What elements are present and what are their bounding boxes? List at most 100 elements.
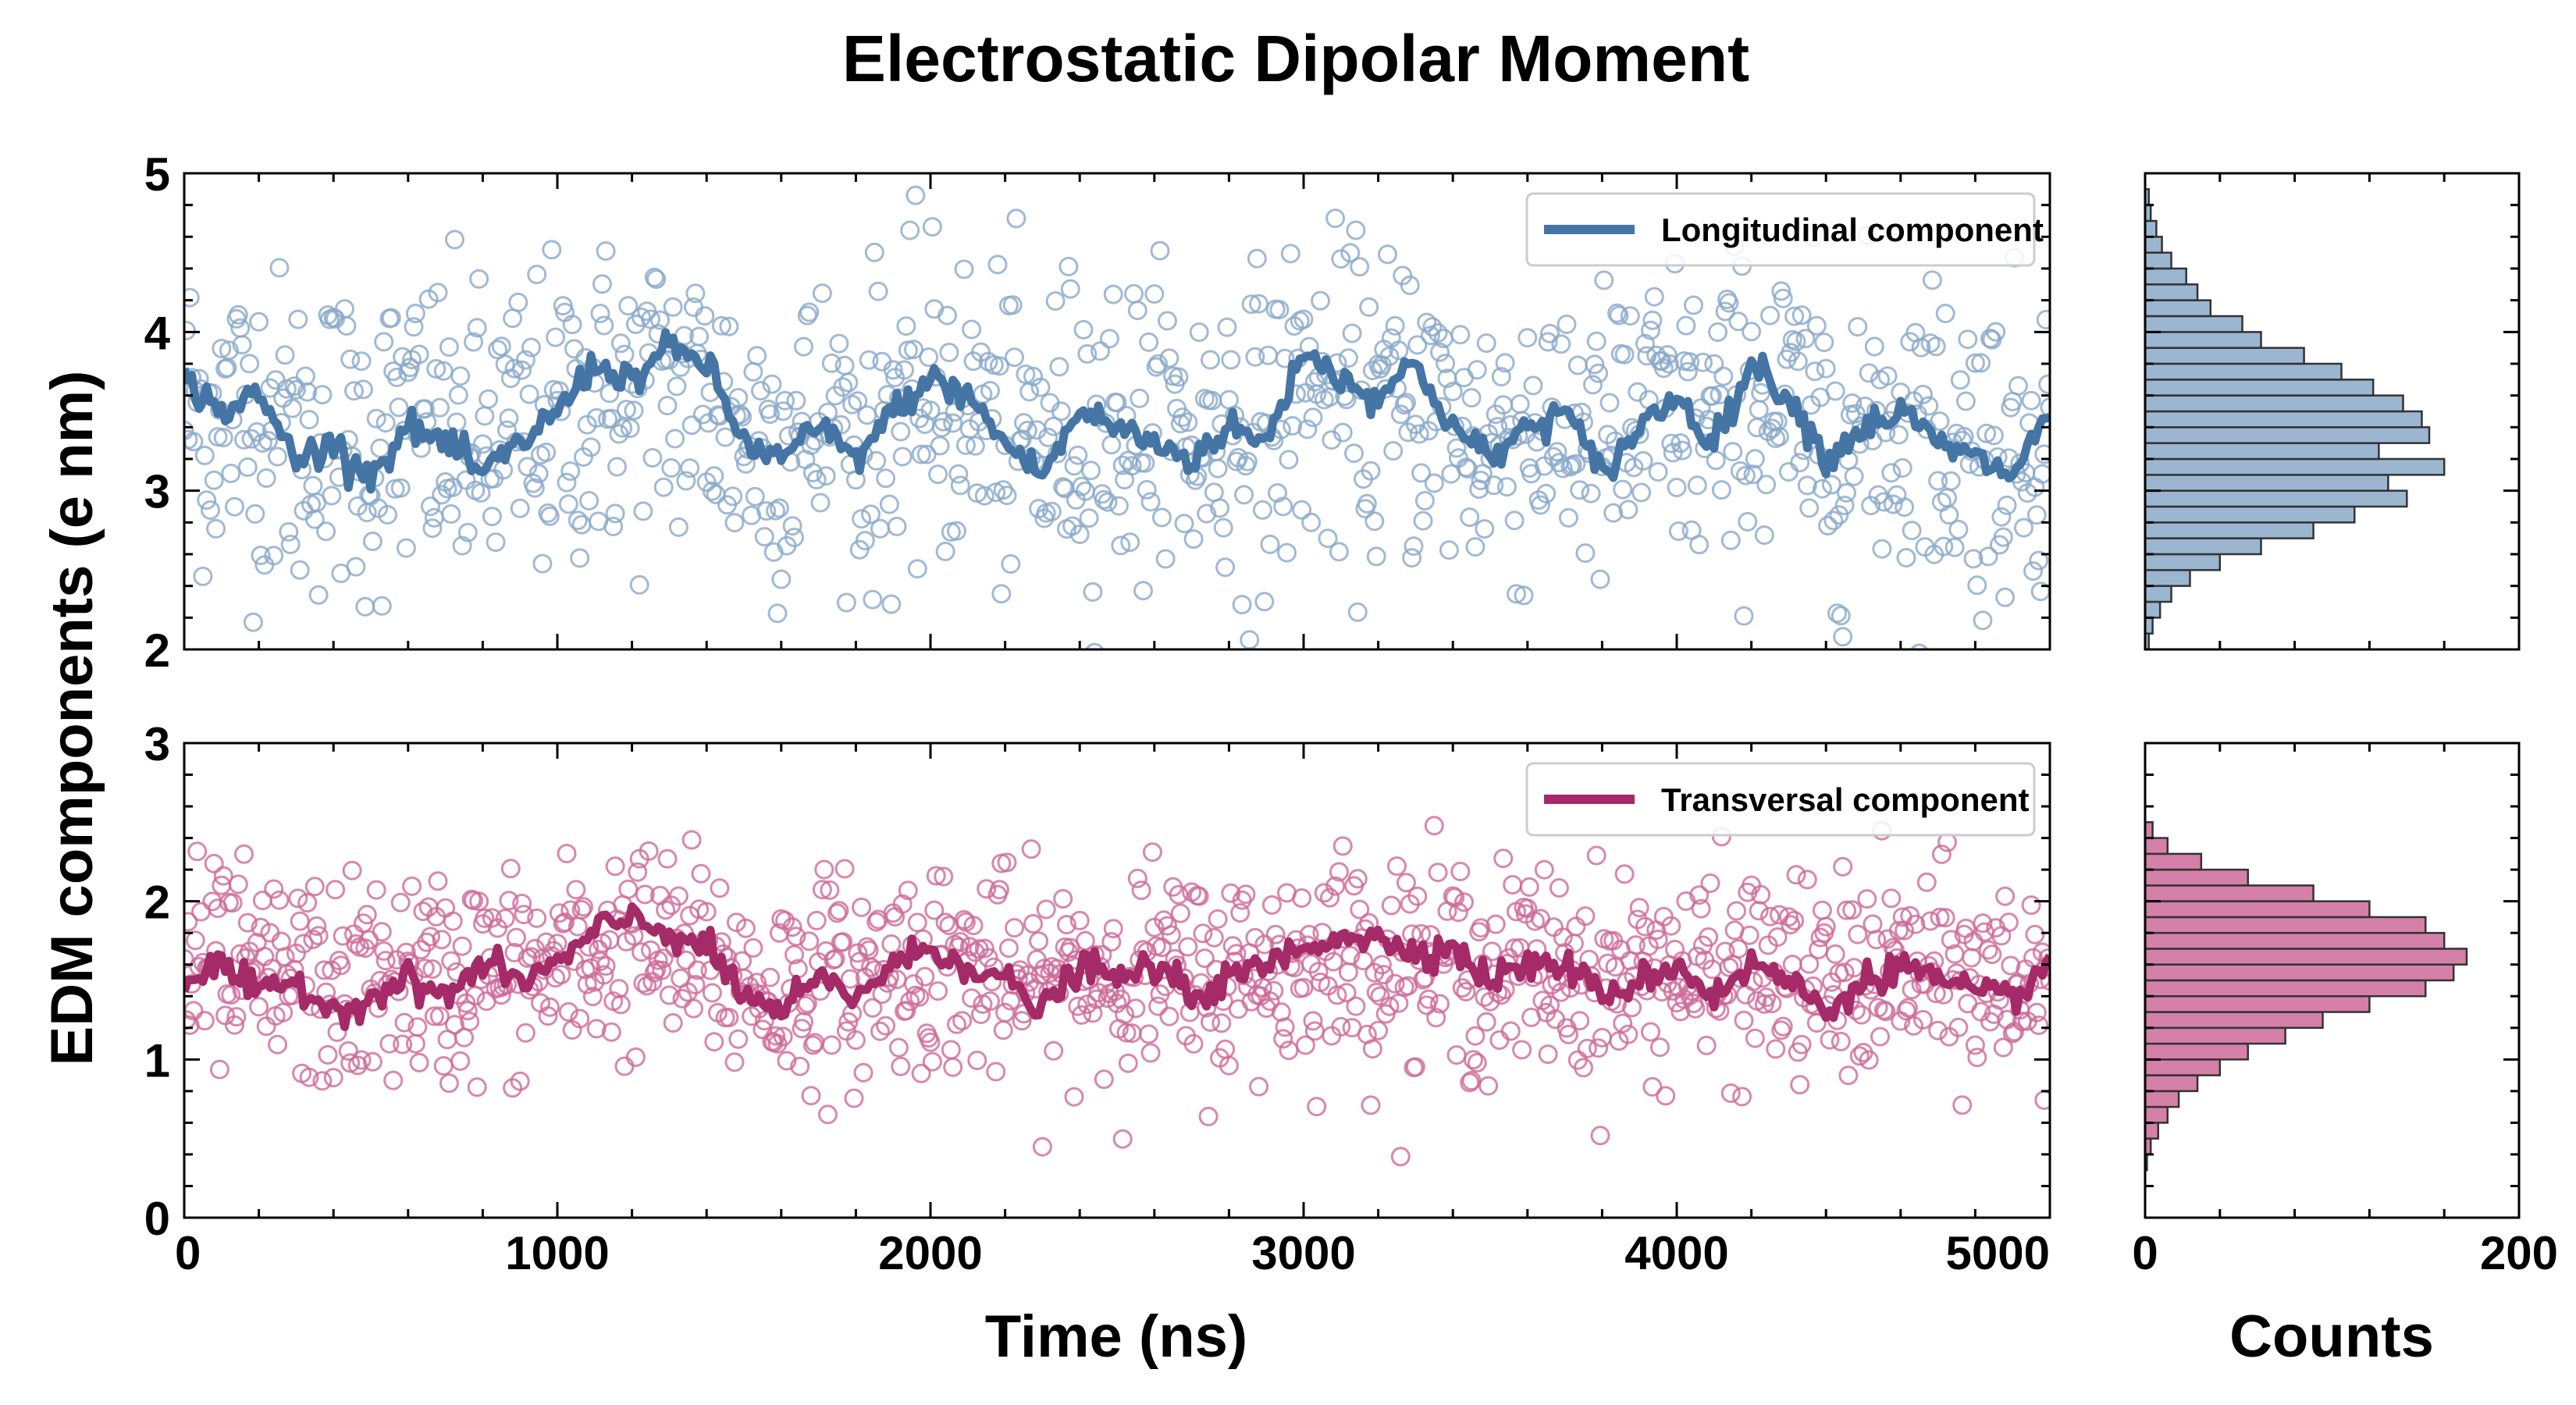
transversal-scatter-point [633,973,653,993]
transversal-scatter-point [1756,987,1777,1008]
longitudinal-scatter-point [756,501,777,521]
longitudinal-scatter-point [911,444,931,464]
transversal-hist-bar [2144,868,2249,887]
transversal-scatter-point [187,841,208,862]
longitudinal-scatter-point [503,308,523,329]
longitudinal-scatter-point [948,464,969,484]
transversal-scatter-point [967,1051,987,1070]
transversal-scatter-point [995,1002,1016,1023]
transversal-scatter-point [221,985,241,1005]
transversal-scatter-point [366,880,386,900]
longitudinal-scatter-point [1146,357,1166,377]
longitudinal-scatter-point [1570,480,1590,500]
transversal-scatter-point [962,988,982,1008]
longitudinal-hist-bar [2144,299,2212,318]
transversal-scatter-point [331,955,351,976]
transversal-scatter-point [1055,937,1075,957]
longitudinal-scatter-point [1332,422,1353,443]
longitudinal-scatter-point [1280,244,1300,264]
transversal-scatter-point [1254,934,1275,955]
longitudinal-hist-bar [2144,379,2375,397]
longitudinal-scatter-point [1346,220,1366,240]
longitudinal-y-tick-label: 4 [144,307,171,359]
longitudinal-scatter-point [1829,505,1849,525]
transversal-scatter-point [1265,924,1286,944]
longitudinal-scatter-point [184,421,194,440]
transversal-scatter-point [950,932,970,951]
transversal-scatter-point [795,996,816,1016]
transversal-scatter-point [1103,919,1123,939]
longitudinal-hist-frame [2144,172,2521,651]
longitudinal-scatter-point [1484,475,1504,496]
transversal-scatter-point [2029,1016,2049,1035]
transversal-scatter-point [685,975,706,994]
transversal-hist-bar [2144,948,2468,966]
longitudinal-scatter-point [1825,381,1845,401]
transversal-scatter-point [691,863,711,884]
longitudinal-hist-bar [2144,394,2404,413]
longitudinal-scatter-point [1842,393,1863,413]
transversal-scatter-point [557,844,577,863]
longitudinal-scatter-point [861,504,881,525]
longitudinal-scatter-point [375,413,396,433]
longitudinal-scatter-point [857,405,877,425]
transversal-scatter-point [539,997,560,1017]
transversal-scatter-point [652,960,672,980]
transversal-scatter-point [743,937,763,958]
transversal-scatter-point [1575,906,1596,927]
transversal-scatter-point [1799,954,1820,974]
transversal-scatter-point [475,908,495,928]
longitudinal-hist-bar [2144,251,2172,270]
longitudinal-scatter-point [1006,208,1026,229]
longitudinal-scatter-point [1814,333,1834,353]
longitudinal-scatter-point [546,327,566,347]
longitudinal-scatter-point [1044,416,1064,436]
transversal-scatter-point [1370,986,1390,1006]
transversal-scatter-point [696,902,717,922]
longitudinal-scatter-point [290,560,310,580]
transversal-scatter-point [1849,1046,1870,1066]
transversal-scatter-point [402,876,422,896]
transversal-hist-bar [2144,1122,2160,1140]
transversal-scatter-point [1648,930,1668,949]
transversal-scatter-point [1397,873,1416,893]
longitudinal-scatter-point [2029,550,2049,571]
longitudinal-hist-bar [2144,362,2343,381]
transversal-scatter-point [294,934,314,954]
transversal-scatter-point [495,909,515,929]
transversal-scatter-point [1928,1020,1948,1040]
longitudinal-scatter-point [1667,478,1687,497]
longitudinal-scatter-point [1467,360,1487,380]
transversal-scatter-point [1820,1030,1840,1050]
longitudinal-scatter-point [1069,525,1090,544]
transversal-scatter-point [639,841,659,861]
longitudinal-scatter-point [1680,352,1700,372]
transversal-scatter-point [1379,996,1400,1016]
transversal-scatter-point [1115,1004,1135,1024]
longitudinal-scatter-point [1531,495,1550,515]
longitudinal-scatter-point [1150,240,1170,261]
longitudinal-scatter-point [1436,354,1456,374]
longitudinal-scatter-point [295,366,315,386]
transversal-scatter-point [264,879,284,899]
transversal-scatter-point [1931,845,1952,864]
longitudinal-scatter-point [695,306,715,326]
transversal-scatter-point [413,902,433,922]
transversal-hist-bar [2144,1058,2222,1076]
longitudinal-scatter-point [1001,554,1021,574]
longitudinal-scatter-point [1594,270,1614,290]
longitudinal-scatter-point [590,304,610,324]
longitudinal-scatter-point [1784,306,1805,326]
transversal-scatter-point [191,902,211,922]
longitudinal-scatter-point [1791,305,1812,325]
longitudinal-scatter-point [1756,475,1777,495]
longitudinal-scatter-point [1805,361,1825,382]
transversal-scatter-point [1158,916,1177,936]
transversal-scatter-point [1881,888,1902,909]
longitudinal-scatter-point [1668,521,1688,541]
longitudinal-scatter-point [206,518,226,539]
transversal-scatter-point [1745,1028,1765,1048]
longitudinal-scatter-point [1881,463,1902,483]
longitudinal-scatter-point [1430,342,1450,362]
longitudinal-scatter-point [1400,276,1420,295]
